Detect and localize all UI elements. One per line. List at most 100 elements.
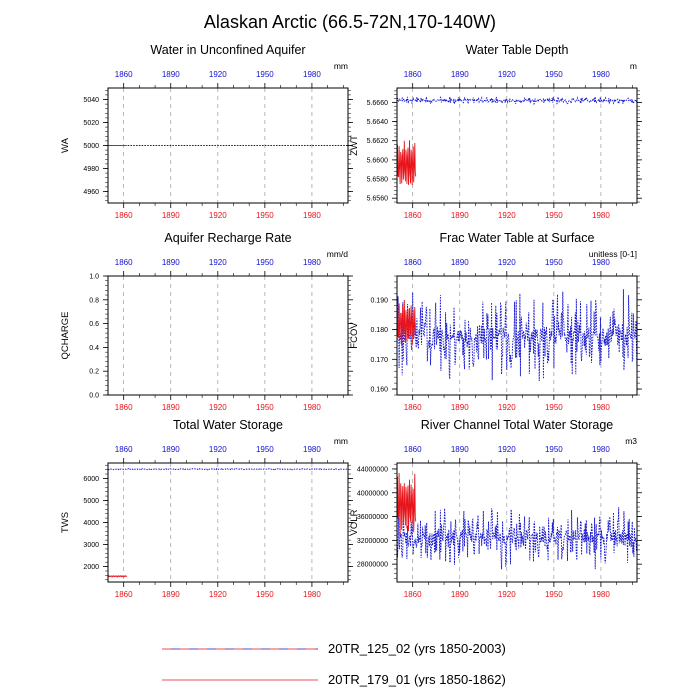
x-tick-label-top: 1950 — [256, 445, 274, 454]
y-tick-label: 4000 — [83, 520, 99, 527]
x-tick-label-top: 1890 — [162, 445, 180, 454]
x-tick-label-bottom: 1920 — [498, 403, 516, 412]
x-tick-label-bottom: 1920 — [209, 211, 227, 220]
x-tick-label-bottom: 1890 — [162, 590, 180, 599]
y-tick-label: 40000000 — [357, 490, 388, 497]
y-tick-label: 5.6660 — [367, 100, 389, 107]
panel-title: Frac Water Table at Surface — [440, 231, 595, 245]
x-tick-label-top: 1980 — [303, 70, 321, 79]
units-label: mm — [334, 61, 348, 71]
x-tick-label-bottom: 1950 — [545, 403, 563, 412]
x-tick-label-bottom: 1860 — [115, 211, 133, 220]
series-line-20tr-125-02 — [107, 467, 349, 471]
plot-frame — [396, 87, 638, 204]
x-tick-label-top: 1920 — [209, 70, 227, 79]
plot-frame — [107, 87, 349, 204]
y-tick-label: 5.6560 — [367, 196, 389, 203]
x-tick-label-top: 1980 — [592, 445, 610, 454]
units-label: unitless [0-1] — [589, 249, 637, 259]
y-tick-label: 0.8 — [89, 297, 99, 304]
y-tick-label: 3000 — [83, 542, 99, 549]
x-tick-label-bottom: 1980 — [303, 590, 321, 599]
y-tick-label: 5040 — [83, 97, 99, 104]
units-label: m — [630, 61, 637, 71]
x-tick-label-top: 1860 — [404, 70, 422, 79]
series-line-20tr-125-02 — [396, 506, 638, 570]
x-tick-label-top: 1860 — [115, 70, 133, 79]
x-tick-label-top: 1920 — [209, 258, 227, 267]
x-tick-label-top: 1890 — [451, 258, 469, 267]
figure-title: Alaskan Arctic (66.5-72N,170-140W) — [204, 12, 496, 32]
x-tick-label-bottom: 1890 — [162, 211, 180, 220]
x-tick-label-bottom: 1860 — [404, 211, 422, 220]
x-tick-label-top: 1950 — [256, 70, 274, 79]
plot-frame — [396, 275, 638, 396]
y-tick-label: 2000 — [83, 564, 99, 571]
x-tick-label-top: 1860 — [404, 258, 422, 267]
y-tick-label: 5000 — [83, 498, 99, 505]
y-tick-label: 32000000 — [357, 538, 388, 545]
series-line-20tr-179-01 — [396, 299, 417, 347]
panel-title: Water in Unconfined Aquifer — [150, 43, 305, 57]
x-tick-label-bottom: 1890 — [451, 403, 469, 412]
x-tick-label-bottom: 1950 — [545, 590, 563, 599]
y-tick-label: 0.0 — [89, 393, 99, 400]
x-tick-label-top: 1950 — [545, 445, 563, 454]
y-tick-label: 5000 — [83, 143, 99, 150]
x-tick-label-bottom: 1920 — [209, 403, 227, 412]
y-axis-label: WA — [60, 137, 71, 153]
panel-qcharge: Aquifer Recharge Rate mm/d QCHARGE 1860 1860… — [60, 231, 353, 412]
x-tick-label-top: 1920 — [498, 445, 516, 454]
y-tick-label: 0.160 — [370, 387, 388, 394]
y-axis-label: VOLR — [349, 509, 360, 535]
plot-frame — [107, 462, 349, 583]
x-tick-label-bottom: 1890 — [451, 590, 469, 599]
panel-title: Water Table Depth — [466, 43, 569, 57]
x-tick-label-top: 1980 — [303, 445, 321, 454]
y-tick-label: 1.0 — [89, 274, 99, 281]
legend-label-2: 20TR_179_01 (yrs 1850-1862) — [328, 672, 506, 687]
panel-zwt: Water Table Depth m ZWT 1860 1860 1890 1890 192… — [349, 43, 642, 220]
y-tick-label: 0.4 — [89, 345, 99, 352]
x-tick-label-top: 1890 — [451, 445, 469, 454]
legend: 20TR_125_02 (yrs 1850-2003) 20TR_179_01 … — [162, 641, 506, 687]
x-tick-label-bottom: 1950 — [256, 403, 274, 412]
x-tick-label-top: 1920 — [209, 445, 227, 454]
y-tick-label: 0.2 — [89, 369, 99, 376]
y-axis-label: TWS — [60, 512, 71, 533]
y-tick-label: 5.6640 — [367, 119, 389, 126]
x-tick-label-bottom: 1980 — [592, 403, 610, 412]
x-tick-label-top: 1980 — [303, 258, 321, 267]
x-tick-label-bottom: 1890 — [451, 211, 469, 220]
y-axis-label: QCHARGE — [60, 311, 71, 359]
plot-frame — [396, 462, 638, 583]
series-line-20tr-179-01 — [107, 574, 127, 578]
y-tick-label: 5020 — [83, 120, 99, 127]
y-tick-label: 28000000 — [357, 562, 388, 569]
units-label: mm — [334, 436, 348, 446]
panels: Water in Unconfined Aquifer mm WA 1860 1860 1… — [60, 43, 642, 599]
x-tick-label-top: 1860 — [404, 445, 422, 454]
panel-title: Aquifer Recharge Rate — [164, 231, 291, 245]
x-tick-label-top: 1890 — [162, 258, 180, 267]
units-label: mm/d — [327, 249, 349, 259]
x-tick-label-bottom: 1920 — [209, 590, 227, 599]
x-tick-label-bottom: 1860 — [115, 403, 133, 412]
x-tick-label-top: 1950 — [256, 258, 274, 267]
x-tick-label-bottom: 1980 — [303, 211, 321, 220]
x-tick-label-bottom: 1920 — [498, 211, 516, 220]
x-tick-label-top: 1920 — [498, 70, 516, 79]
x-tick-label-bottom: 1980 — [303, 403, 321, 412]
y-tick-label: 44000000 — [357, 466, 388, 473]
units-label: m3 — [625, 436, 637, 446]
y-tick-label: 5.6580 — [367, 177, 389, 184]
x-tick-label-top: 1890 — [162, 70, 180, 79]
x-tick-label-bottom: 1980 — [592, 211, 610, 220]
panel-title: River Channel Total Water Storage — [421, 418, 614, 432]
panel-volr: River Channel Total Water Storage m3 VOLR 1… — [349, 418, 642, 599]
x-tick-label-top: 1860 — [115, 445, 133, 454]
series-line-20tr-179-01 — [396, 140, 417, 185]
x-tick-label-top: 1950 — [545, 70, 563, 79]
x-tick-label-bottom: 1950 — [545, 211, 563, 220]
x-tick-label-top: 1920 — [498, 258, 516, 267]
